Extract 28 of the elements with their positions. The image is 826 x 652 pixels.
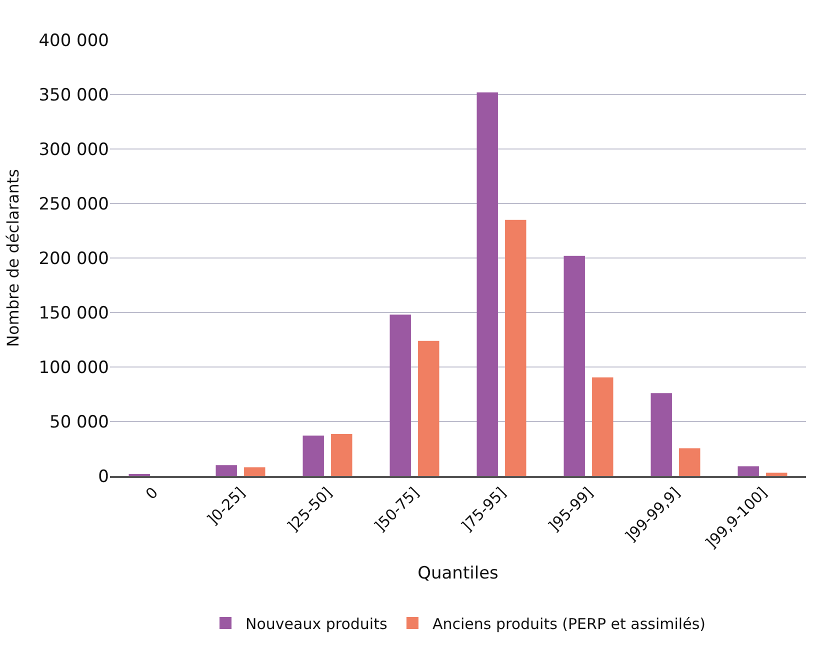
y-tick-label: 350 000 <box>38 85 109 106</box>
legend-label: Nouveaux produits <box>246 614 388 633</box>
bar <box>244 467 266 476</box>
bar <box>390 314 411 476</box>
bar <box>216 465 237 476</box>
bar <box>564 256 585 476</box>
y-tick-label: 50 000 <box>50 412 109 432</box>
legend-label: Anciens produits (PERP et assimilés) <box>432 614 706 633</box>
y-tick-label: 100 000 <box>38 358 109 378</box>
bar <box>331 434 352 476</box>
bar <box>679 448 700 476</box>
x-tick-label: 0 <box>142 484 162 504</box>
y-tick-label: 200 000 <box>38 248 109 269</box>
bar <box>505 220 526 476</box>
bar <box>418 340 440 476</box>
y-tick-label: 0 <box>98 466 109 487</box>
x-axis-title: Quantiles <box>418 563 499 584</box>
bar <box>766 472 788 476</box>
y-tick-label: 300 000 <box>38 140 109 160</box>
y-tick-label: 150 000 <box>38 303 109 324</box>
y-axis-title: Nombre de déclarants <box>4 169 23 347</box>
y-tick-label: 400 000 <box>38 30 109 51</box>
bar <box>302 436 324 476</box>
bar <box>592 377 614 476</box>
bar <box>738 466 759 476</box>
bar <box>476 92 498 476</box>
y-tick-label: 250 000 <box>38 194 109 214</box>
bar <box>650 393 672 476</box>
